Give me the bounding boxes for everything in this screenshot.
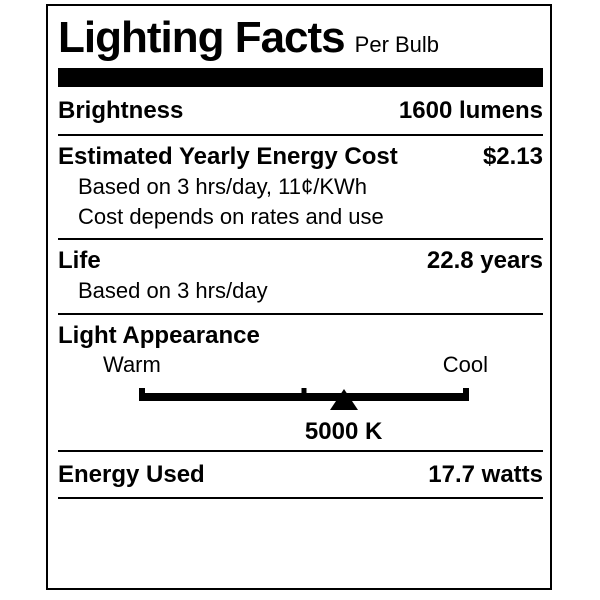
life-value: 22.8 years	[426, 247, 543, 274]
color-temperature-scale	[139, 388, 469, 410]
energy-cost-section: Estimated Yearly Energy Cost $2.13 Based…	[58, 136, 543, 238]
divider	[58, 238, 543, 240]
cool-label: Cool	[442, 352, 488, 377]
scale-marker-triangle-icon	[329, 389, 358, 410]
scale-right-endcap	[463, 388, 469, 401]
scale-center-tick	[301, 388, 307, 401]
energy-cost-note-basis: Based on 3 hrs/day, 11¢/KWh	[78, 174, 368, 199]
label-box: Lighting Facts Per Bulb Brightness 1600 …	[46, 4, 552, 590]
header-separator-bar	[58, 68, 543, 87]
brightness-row: Brightness 1600 lumens	[58, 87, 543, 134]
warm-label: Warm	[103, 352, 161, 377]
energy-used-row: Energy Used 17.7 watts	[58, 452, 543, 497]
life-section: Life 22.8 years Based on 3 hrs/day	[58, 240, 543, 313]
label-subtitle: Per Bulb	[354, 32, 440, 57]
energy-used-label: Energy Used	[58, 460, 205, 488]
label-header: Lighting Facts Per Bulb	[58, 16, 543, 60]
divider	[58, 313, 543, 315]
energy-cost-label: Estimated Yearly Energy Cost	[58, 143, 398, 170]
energy-cost-value: $2.13	[482, 143, 543, 170]
light-appearance-section: Light Appearance Warm Cool 5000 K	[58, 315, 543, 450]
label-title: Lighting Facts	[58, 13, 346, 62]
light-appearance-label: Light Appearance	[58, 322, 260, 349]
brightness-value: 1600 lumens	[398, 96, 543, 124]
color-temperature-row: 5000 K	[139, 417, 469, 447]
scale-labels: Warm Cool	[58, 353, 543, 377]
energy-used-value: 17.7 watts	[428, 460, 543, 488]
brightness-label: Brightness	[58, 96, 184, 124]
divider	[58, 497, 543, 499]
life-label: Life	[58, 247, 101, 274]
life-note-basis: Based on 3 hrs/day	[78, 278, 268, 303]
bottom-spacer	[58, 499, 543, 588]
light-appearance-row: Light Appearance	[58, 321, 543, 351]
scale-left-endcap	[139, 388, 145, 401]
divider	[58, 450, 543, 452]
divider	[58, 134, 543, 136]
energy-cost-row: Estimated Yearly Energy Cost $2.13	[58, 142, 543, 172]
color-temperature-value: 5000 K	[304, 418, 383, 445]
energy-cost-note-rates: Cost depends on rates and use	[78, 204, 384, 229]
life-row: Life 22.8 years	[58, 246, 543, 276]
